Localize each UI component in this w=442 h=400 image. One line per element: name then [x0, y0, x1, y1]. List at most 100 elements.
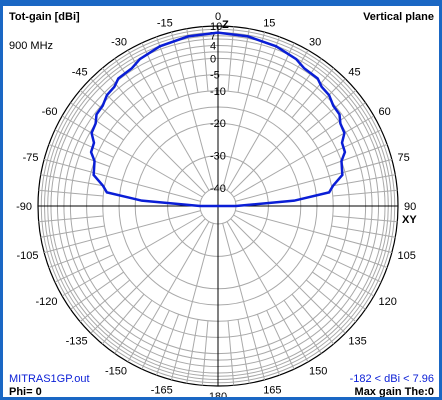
- angle-label: 90: [404, 201, 416, 213]
- grid-spoke: [90, 218, 206, 334]
- grid-spoke: [170, 223, 214, 380]
- filename-label: MITRAS1GP.out: [9, 373, 90, 385]
- grid-spoke: [283, 300, 322, 354]
- grid-spoke: [79, 279, 131, 323]
- grid-spoke: [101, 67, 145, 119]
- grid-spoke: [256, 314, 281, 376]
- grid-spoke: [141, 42, 170, 102]
- angle-label: -75: [23, 152, 39, 164]
- polar-grid: [37, 25, 399, 387]
- angle-label: 45: [348, 67, 360, 79]
- grid-spoke: [201, 26, 209, 92]
- grid-spoke: [322, 254, 382, 283]
- grid-spoke: [222, 32, 266, 189]
- max-gain-label: Max gain The:0: [355, 386, 434, 397]
- grid-spoke: [114, 300, 153, 354]
- angle-label: 60: [379, 106, 391, 118]
- radial-tick-label: 7: [210, 31, 216, 43]
- radial-tick-label: 4: [210, 40, 216, 52]
- grid-spoke: [79, 89, 131, 133]
- grid-spoke: [331, 174, 396, 187]
- angle-label: 150: [309, 366, 327, 378]
- radial-tick-label: -5: [210, 70, 220, 82]
- grid-spoke: [61, 214, 203, 297]
- angle-labels: 0153045607590105120135150165180-165-150-…: [16, 11, 417, 397]
- grid-spoke: [233, 115, 375, 198]
- radial-tick-label: -30: [210, 151, 226, 163]
- grid-spoke: [312, 271, 366, 310]
- grid-spoke: [230, 218, 346, 334]
- angle-label: -30: [111, 37, 127, 49]
- grid-spoke: [201, 320, 209, 386]
- radial-tick-label: -20: [210, 118, 226, 130]
- angle-label: -135: [66, 335, 88, 347]
- grid-spoke: [127, 221, 210, 363]
- grid-spoke: [54, 129, 114, 158]
- plane-label: Vertical plane: [363, 11, 434, 23]
- radial-tick-label: -40: [210, 183, 226, 195]
- angle-label: 135: [348, 335, 366, 347]
- grid-spoke: [186, 28, 199, 93]
- grid-spoke: [326, 244, 388, 269]
- angle-label: 15: [263, 18, 275, 30]
- grid-spoke: [54, 254, 114, 283]
- grid-spoke: [186, 319, 199, 384]
- polar-chart: 0153045607590105120135150165180-165-150-…: [9, 11, 434, 397]
- angle-label: 165: [263, 385, 281, 397]
- angle-label: -90: [16, 201, 32, 213]
- grid-spoke: [235, 158, 392, 202]
- grid-spoke: [291, 293, 335, 345]
- grid-spoke: [227, 26, 235, 92]
- angle-label: 105: [398, 250, 416, 262]
- grid-spoke: [237, 319, 250, 384]
- angle-label: 75: [398, 152, 410, 164]
- angle-label: -165: [151, 385, 173, 397]
- grid-spoke: [332, 189, 398, 197]
- grid-spoke: [237, 28, 250, 93]
- angle-label: -150: [105, 366, 127, 378]
- grid-spoke: [70, 271, 124, 310]
- angle-label: -15: [157, 18, 173, 30]
- grid-spoke: [322, 129, 382, 158]
- grid-spoke: [331, 225, 396, 238]
- angle-label: -120: [35, 296, 57, 308]
- radial-tick-label: -10: [210, 86, 226, 98]
- gain-pattern-line: [89, 31, 347, 208]
- grid-spoke: [235, 210, 392, 254]
- grid-spoke: [155, 314, 180, 376]
- grid-spoke: [48, 244, 110, 269]
- grid-spoke: [170, 32, 214, 189]
- grid-spoke: [233, 214, 375, 297]
- chart-title: Tot-gain [dBi]: [9, 11, 80, 23]
- angle-label: 180: [209, 391, 227, 397]
- grid-spoke: [291, 67, 335, 119]
- grid-spoke: [222, 223, 266, 380]
- grid-spoke: [44, 210, 201, 254]
- frequency-label: 900 MHz: [9, 40, 53, 52]
- grid-spoke: [40, 225, 105, 238]
- radial-tick-label: 0: [210, 53, 216, 65]
- grid-spoke: [38, 215, 104, 223]
- angle-label: 30: [309, 37, 321, 49]
- horizon-label: XY: [402, 214, 417, 226]
- plot-panel: 0 15 30 45 60 75 90 105 120 135 150 165 180 -165 -150-…: [3, 6, 439, 397]
- grid-spoke: [283, 58, 322, 112]
- grid-spoke: [101, 293, 145, 345]
- angle-label: -105: [16, 250, 38, 262]
- angle-label: -45: [72, 67, 88, 79]
- zenith-label: Z: [222, 19, 229, 31]
- angle-label: 120: [379, 296, 397, 308]
- grid-spoke: [226, 49, 309, 191]
- grid-spoke: [326, 143, 388, 168]
- grid-spoke: [44, 158, 201, 202]
- grid-spoke: [332, 215, 398, 223]
- gain-range-label: -182 < dBi < 7.96: [350, 373, 434, 385]
- grid-spoke: [48, 143, 110, 168]
- grid-spoke: [227, 320, 235, 386]
- radial-tick-label: 10: [210, 21, 222, 33]
- grid-spoke: [226, 221, 309, 363]
- grid-spoke: [305, 89, 357, 133]
- angle-label: 0: [215, 11, 221, 23]
